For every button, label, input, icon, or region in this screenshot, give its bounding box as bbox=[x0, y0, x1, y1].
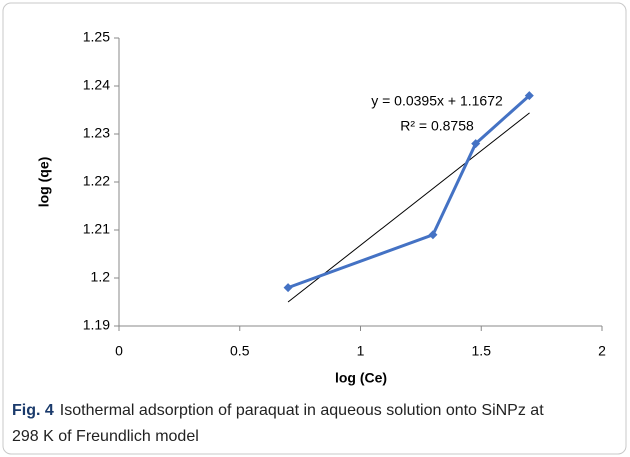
x-axis-title: log (Ce) bbox=[335, 370, 387, 386]
y-tick-label: 1.21 bbox=[83, 221, 110, 237]
x-tick-label: 1 bbox=[357, 343, 365, 359]
point bbox=[428, 230, 438, 240]
point bbox=[471, 139, 481, 149]
caption-label: Fig. 4 bbox=[12, 402, 54, 419]
point bbox=[283, 283, 293, 293]
r-squared: R² = 0.8758 bbox=[400, 118, 474, 134]
caption: Fig. 4 Isothermal adsorption of paraquat … bbox=[12, 398, 572, 450]
equation: y = 0.0395x + 1.1672 bbox=[371, 93, 503, 109]
trendline bbox=[287, 112, 530, 303]
y-tick-label: 1.22 bbox=[83, 173, 110, 189]
caption-text: Isothermal adsorption of paraquat in aqu… bbox=[12, 402, 544, 445]
y-tick-label: 1.24 bbox=[83, 77, 110, 93]
x-tick-label: 0 bbox=[115, 343, 123, 359]
x-tick-label: 2 bbox=[598, 343, 606, 359]
y-tick-label: 1.25 bbox=[83, 29, 110, 45]
x-tick-label: 1.5 bbox=[472, 343, 492, 359]
x-tick-label: 0.5 bbox=[230, 343, 250, 359]
y-tick-label: 1.23 bbox=[83, 125, 110, 141]
y-axis-title: log (qe) bbox=[36, 157, 52, 208]
series-line bbox=[287, 94, 531, 290]
y-tick-label: 1.2 bbox=[91, 269, 111, 285]
point bbox=[524, 91, 534, 101]
y-tick-label: 1.19 bbox=[83, 317, 110, 333]
